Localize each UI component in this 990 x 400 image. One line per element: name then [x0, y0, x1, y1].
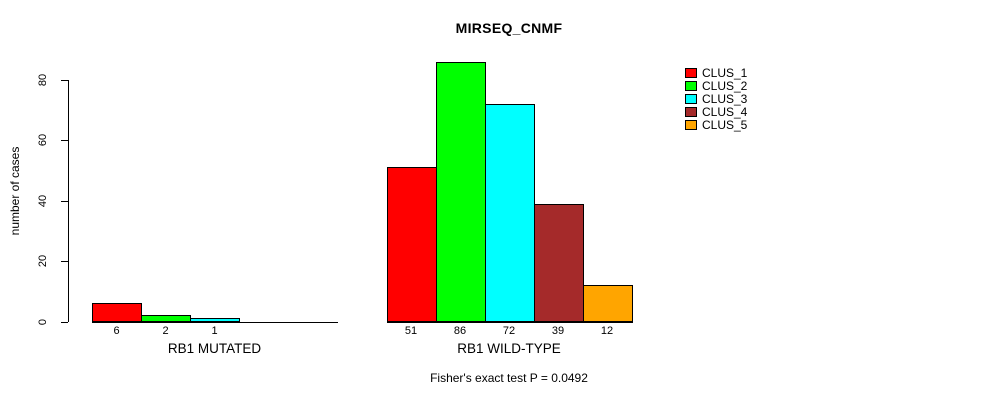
legend-item: CLUS_5: [685, 118, 747, 131]
bar: [386, 167, 437, 323]
y-axis-tick-label: 80: [37, 73, 49, 86]
y-axis-tick-label: 40: [37, 194, 49, 207]
bar-value-label: 51: [404, 325, 418, 337]
legend-swatch: [685, 80, 697, 91]
legend-item: CLUS_2: [685, 79, 747, 92]
legend-label: CLUS_3: [702, 91, 748, 106]
legend-label: CLUS_1: [702, 65, 748, 80]
bar-value-label: 86: [453, 325, 467, 337]
bar: [92, 303, 142, 323]
bar: [533, 203, 584, 323]
y-axis-tick: [60, 321, 68, 323]
category-label: RB1 WILD-TYPE: [457, 340, 561, 356]
bar-value-label: 12: [600, 325, 614, 337]
legend-swatch: [685, 119, 697, 130]
legend-label: CLUS_4: [702, 104, 748, 119]
bar: [582, 285, 633, 323]
legend-swatch: [685, 93, 697, 104]
chart-title: MIRSEQ_CNMF: [455, 20, 563, 36]
category-label: RB1 MUTATED: [167, 340, 262, 356]
legend-item: CLUS_1: [685, 66, 747, 79]
bar-value-label: 2: [162, 325, 169, 337]
y-axis-tick-label: 20: [37, 254, 49, 268]
bar: [435, 61, 486, 323]
annotation-fisher-test: Fisher's exact test P = 0.0492: [430, 371, 588, 385]
legend-swatch: [685, 106, 697, 117]
bar: [484, 103, 535, 323]
y-axis-tick: [60, 261, 68, 263]
y-axis-tick: [60, 140, 68, 142]
bar-value-label: 72: [502, 325, 516, 337]
bar-value-label: 39: [551, 325, 565, 337]
legend-item: CLUS_4: [685, 105, 747, 118]
y-axis-tick: [60, 200, 68, 202]
bar: [190, 318, 240, 323]
legend: CLUS_1 CLUS_2 CLUS_3 CLUS_4 CLUS_5: [685, 66, 747, 131]
y-axis-tick: [60, 79, 68, 81]
y-axis-line: [67, 79, 69, 323]
legend-swatch: [685, 67, 697, 78]
y-axis-tick-label: 0: [37, 318, 49, 325]
legend-item: CLUS_3: [685, 92, 747, 105]
bar: [141, 315, 191, 323]
bar-value-label: 6: [113, 325, 120, 337]
y-axis-tick-label: 60: [37, 134, 49, 147]
legend-label: CLUS_2: [702, 78, 748, 93]
bar-value-label: 1: [211, 325, 218, 337]
legend-label: CLUS_5: [702, 117, 748, 132]
y-axis-label: number of cases: [8, 146, 22, 236]
